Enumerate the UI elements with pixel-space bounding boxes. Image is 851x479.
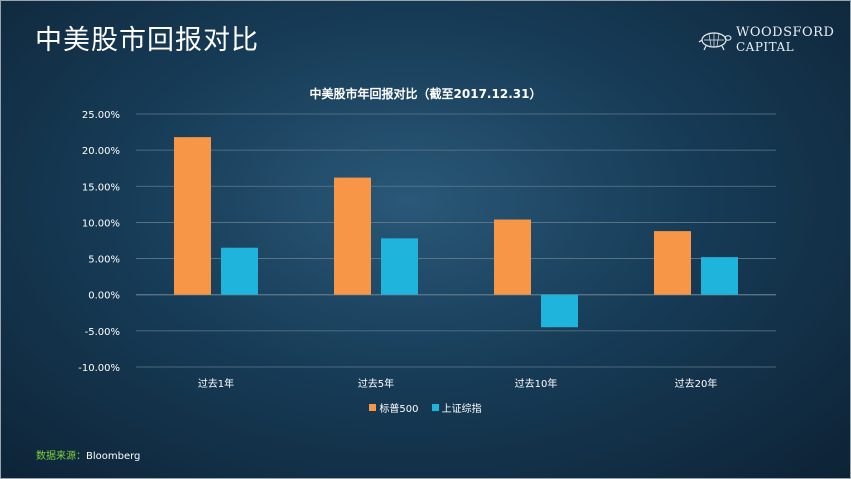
legend-label-sp500: 标普500 <box>379 404 419 415</box>
y-tick-label: 5.00% <box>88 255 120 266</box>
x-category-label: 过去5年 <box>358 377 394 390</box>
turtle-icon <box>698 32 732 51</box>
y-tick-label: 10.00% <box>82 218 120 229</box>
y-tick-label: 0.00% <box>88 291 120 302</box>
logo-line1: WOODSFORD <box>736 25 835 40</box>
y-tick-label: 15.00% <box>82 182 120 193</box>
x-category-label: 过去10年 <box>515 377 558 390</box>
source-separator: ： <box>76 451 86 462</box>
source-label: 数据来源 <box>36 451 76 462</box>
legend: 标普500 上证综指 <box>1 400 850 415</box>
source-value: Bloomberg <box>86 451 141 462</box>
bar-shanghai <box>381 238 418 295</box>
x-category-label: 过去20年 <box>675 377 718 390</box>
y-tick-label: 20.00% <box>82 146 120 157</box>
chart-title: 中美股市年回报对比（截至2017.12.31） <box>309 87 542 101</box>
bar-sp500 <box>334 177 371 295</box>
logo-line2: CAPITAL <box>736 40 795 54</box>
bar-shanghai <box>221 247 258 295</box>
bar-sp500 <box>174 137 211 295</box>
bar-sp500 <box>654 231 691 295</box>
y-tick-label: 25.00% <box>82 110 120 121</box>
legend-swatch-shanghai <box>431 404 439 411</box>
legend-item-shanghai: 上证综指 <box>431 400 482 415</box>
legend-label-shanghai: 上证综指 <box>441 404 482 415</box>
legend-swatch-sp500 <box>369 404 377 411</box>
x-category-label: 过去1年 <box>198 377 234 390</box>
y-tick-label: -5.00% <box>85 327 120 338</box>
y-tick-label: -10.00% <box>78 363 120 374</box>
bar-shanghai <box>541 294 578 328</box>
company-logo: WOODSFORD CAPITAL <box>698 25 838 57</box>
slide-title: 中美股市回报对比 <box>35 25 259 56</box>
bar-shanghai <box>701 257 738 295</box>
source-note: 数据来源：Bloomberg <box>36 447 140 462</box>
legend-item-sp500: 标普500 <box>369 400 418 415</box>
bar-sp500 <box>494 219 531 295</box>
